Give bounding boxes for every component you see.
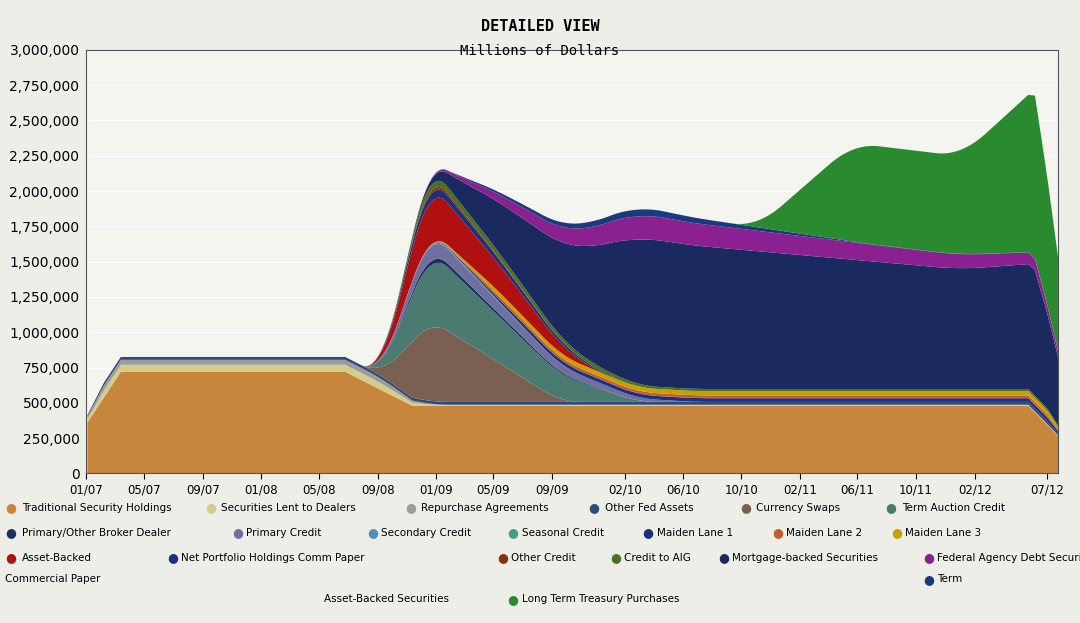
Text: Primary Credit: Primary Credit: [246, 528, 322, 538]
Text: Long Term Treasury Purchases: Long Term Treasury Purchases: [522, 594, 679, 604]
Text: Maiden Lane 3: Maiden Lane 3: [905, 528, 981, 538]
Text: ●: ●: [886, 502, 896, 514]
Text: Maiden Lane 1: Maiden Lane 1: [657, 528, 732, 538]
Text: ●: ●: [772, 526, 783, 539]
Text: ●: ●: [405, 502, 416, 514]
Text: ●: ●: [718, 551, 729, 564]
Text: Securities Lent to Dealers: Securities Lent to Dealers: [221, 503, 356, 513]
Text: ●: ●: [5, 526, 16, 539]
Text: ●: ●: [589, 502, 599, 514]
Text: Term: Term: [937, 574, 962, 584]
Text: Millions of Dollars: Millions of Dollars: [460, 44, 620, 57]
Text: Other Credit: Other Credit: [511, 553, 576, 563]
Text: ●: ●: [5, 551, 16, 564]
Text: ●: ●: [497, 551, 508, 564]
Text: Repurchase Agreements: Repurchase Agreements: [421, 503, 549, 513]
Text: ●: ●: [232, 526, 243, 539]
Text: Secondary Credit: Secondary Credit: [381, 528, 471, 538]
Text: Commercial Paper: Commercial Paper: [5, 574, 100, 584]
Text: Asset-Backed Securities: Asset-Backed Securities: [324, 594, 449, 604]
Text: ●: ●: [508, 593, 518, 606]
Text: ●: ●: [923, 573, 934, 586]
Text: ●: ●: [923, 551, 934, 564]
Text: Currency Swaps: Currency Swaps: [756, 503, 840, 513]
Text: Primary/Other Broker Dealer: Primary/Other Broker Dealer: [22, 528, 171, 538]
Text: Other Fed Assets: Other Fed Assets: [605, 503, 693, 513]
Text: DETAILED VIEW: DETAILED VIEW: [481, 19, 599, 34]
Text: Federal Agency Debt Securities: Federal Agency Debt Securities: [937, 553, 1080, 563]
Text: ●: ●: [610, 551, 621, 564]
Text: Credit to AIG: Credit to AIG: [624, 553, 691, 563]
Text: ●: ●: [740, 502, 751, 514]
Text: Net Portfolio Holdings Comm Paper: Net Portfolio Holdings Comm Paper: [181, 553, 365, 563]
Text: Maiden Lane 2: Maiden Lane 2: [786, 528, 862, 538]
Text: Seasonal Credit: Seasonal Credit: [522, 528, 604, 538]
Text: ●: ●: [367, 526, 378, 539]
Text: Term Auction Credit: Term Auction Credit: [902, 503, 1004, 513]
Text: ●: ●: [167, 551, 178, 564]
Text: Mortgage-backed Securities: Mortgage-backed Securities: [732, 553, 878, 563]
Text: ●: ●: [891, 526, 902, 539]
Text: ●: ●: [508, 526, 518, 539]
Text: Traditional Security Holdings: Traditional Security Holdings: [22, 503, 172, 513]
Text: ●: ●: [205, 502, 216, 514]
Text: ●: ●: [5, 502, 16, 514]
Text: ●: ●: [643, 526, 653, 539]
Text: Asset-Backed: Asset-Backed: [22, 553, 92, 563]
